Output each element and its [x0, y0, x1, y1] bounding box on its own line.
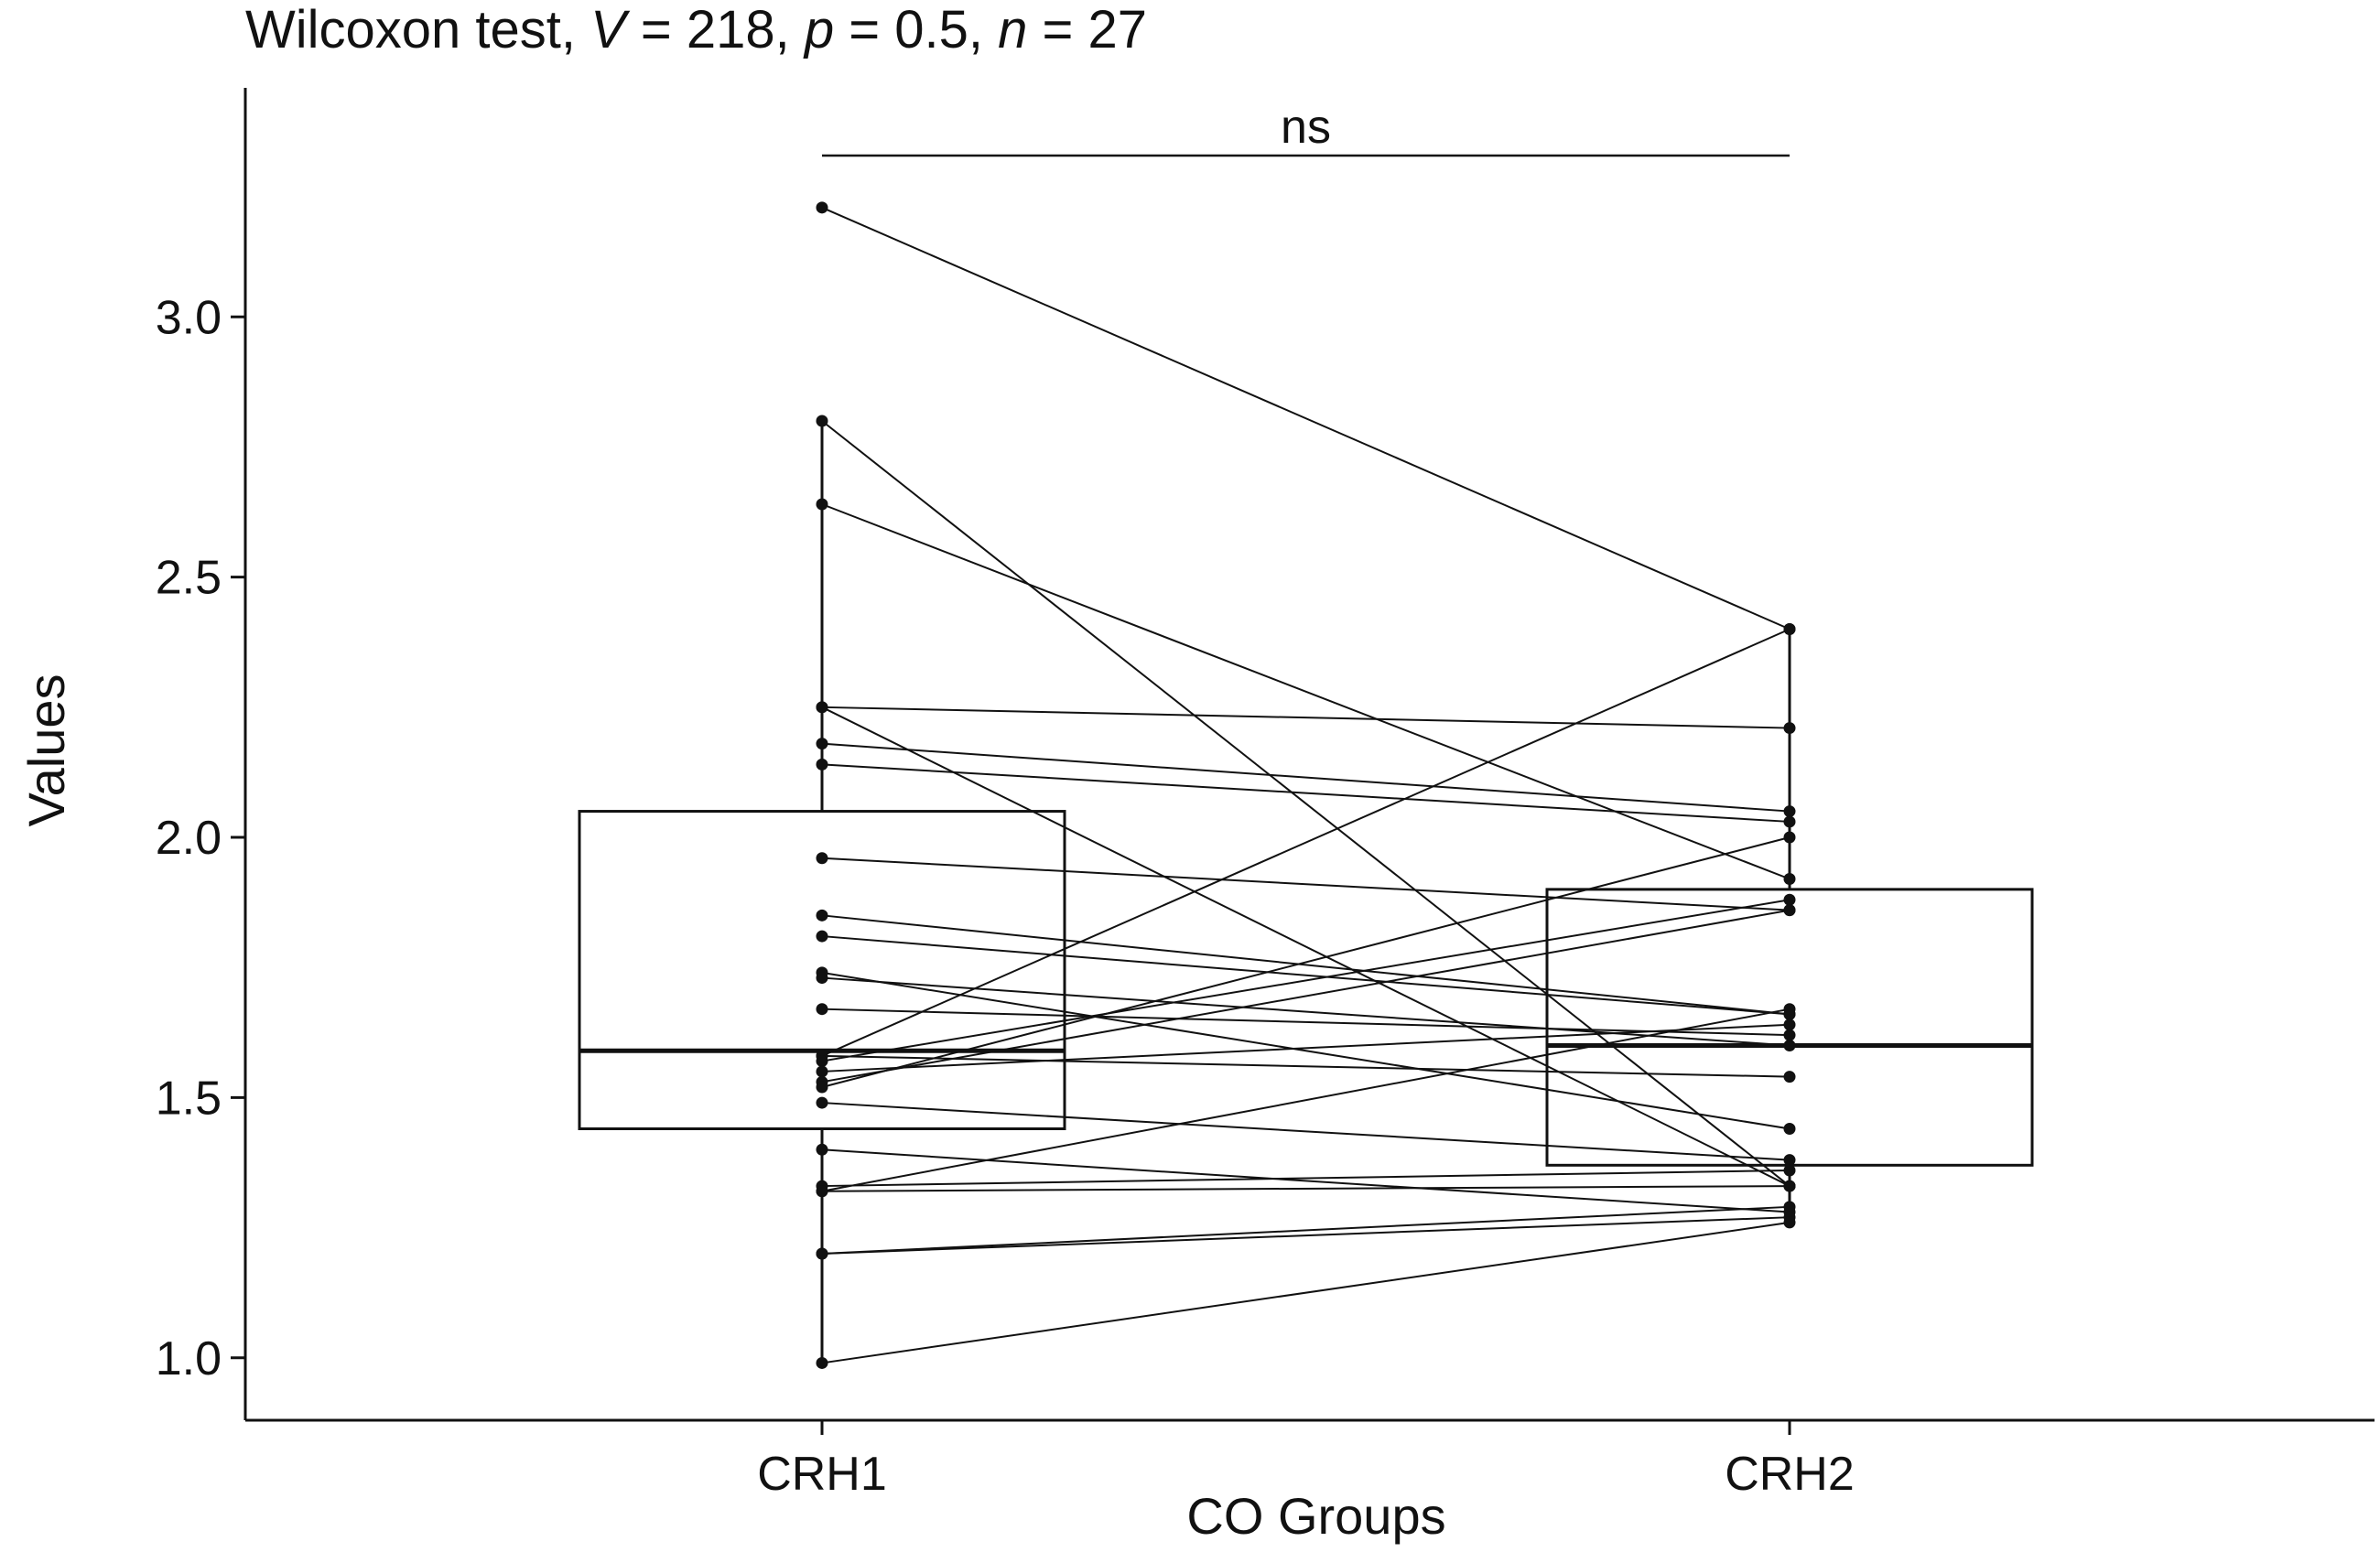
- paired-line: [821, 763, 1790, 823]
- paired-line: [821, 206, 1790, 631]
- point-crh2: [1783, 1123, 1796, 1135]
- significance-layer: ns: [822, 101, 1790, 157]
- title-part: V: [590, 0, 631, 59]
- x-axis-title: CO Groups: [1186, 1487, 1445, 1545]
- paired-line: [821, 1023, 1790, 1073]
- point-crh1: [816, 701, 828, 714]
- x-tick-label: CRH1: [757, 1448, 887, 1501]
- title-part: = 0.5,: [834, 0, 998, 59]
- point-crh1: [816, 930, 828, 943]
- point-crh2: [1783, 815, 1796, 828]
- point-crh1: [816, 1055, 828, 1068]
- paired-line: [821, 503, 1790, 880]
- y-tick-label: 1.0: [156, 1332, 222, 1385]
- paired-line: [821, 706, 1790, 729]
- point-crh2: [1783, 831, 1796, 844]
- paired-lines-layer: [821, 206, 1790, 1364]
- point-crh2: [1783, 1019, 1796, 1031]
- point-crh2: [1783, 873, 1796, 885]
- paired-line: [821, 914, 1790, 1016]
- significance-label: ns: [1281, 101, 1331, 154]
- point-crh1: [816, 1185, 828, 1198]
- points-layer: [816, 201, 1796, 1369]
- point-crh1: [816, 1003, 828, 1016]
- y-tick-label: 3.0: [156, 291, 222, 344]
- chart-title: Wilcoxon test, V = 218, p = 0.5, n = 27: [245, 0, 1147, 59]
- y-tick-label: 1.5: [156, 1072, 222, 1125]
- point-crh1: [816, 909, 828, 922]
- paired-line: [821, 836, 1790, 1088]
- point-crh2: [1783, 722, 1796, 735]
- paired-line: [821, 1216, 1790, 1255]
- point-crh1: [816, 1143, 828, 1156]
- x-tick-label: CRH2: [1725, 1448, 1855, 1501]
- paired-line: [821, 628, 1790, 1057]
- point-crh1: [816, 1096, 828, 1109]
- title-part: = 27: [1027, 0, 1147, 59]
- title-part: n: [998, 0, 1027, 59]
- y-tick-label: 2.0: [156, 812, 222, 865]
- point-crh1: [816, 1081, 828, 1094]
- paired-line: [821, 857, 1790, 911]
- point-crh2: [1783, 1003, 1796, 1016]
- point-crh1: [816, 1247, 828, 1260]
- paired-line: [821, 971, 1790, 1130]
- point-crh2: [1783, 1071, 1796, 1083]
- paired-line: [821, 1008, 1790, 1192]
- point-crh1: [816, 972, 828, 985]
- point-crh2: [1783, 1164, 1796, 1177]
- point-crh1: [816, 738, 828, 750]
- point-crh1: [816, 1356, 828, 1369]
- point-crh2: [1783, 1216, 1796, 1229]
- paired-line: [821, 935, 1790, 1016]
- paired-line: [821, 1008, 1790, 1037]
- paired-line: [821, 1148, 1790, 1213]
- point-crh1: [816, 498, 828, 511]
- axis-ticks-layer: 1.0 1.5 2.0 2.5 3.0 CRH1 CRH2: [156, 291, 1855, 1501]
- point-crh1: [816, 1065, 828, 1078]
- paired-line: [821, 1185, 1790, 1192]
- paired-line: [821, 706, 1790, 1187]
- paired-line: [821, 742, 1790, 813]
- point-crh2: [1783, 1180, 1796, 1192]
- point-crh1: [816, 201, 828, 214]
- paired-line: [821, 909, 1790, 1083]
- point-crh2: [1783, 1201, 1796, 1213]
- point-crh1: [816, 852, 828, 865]
- box-iqr: [578, 810, 1066, 1130]
- title-part: = 218,: [626, 0, 805, 59]
- box-layer: [578, 421, 2034, 1364]
- point-crh2: [1783, 1029, 1796, 1041]
- point-crh2: [1783, 623, 1796, 635]
- paired-line: [821, 1221, 1790, 1364]
- point-crh1: [816, 758, 828, 771]
- paired-line: [821, 1205, 1790, 1255]
- point-crh2: [1783, 893, 1796, 906]
- paired-line: [821, 1054, 1790, 1078]
- point-crh1: [816, 415, 828, 427]
- paired-line: [821, 1170, 1790, 1188]
- paired-line: [821, 976, 1790, 1047]
- point-crh2: [1783, 1040, 1796, 1051]
- paired-line: [821, 899, 1790, 1062]
- point-crh2: [1783, 1154, 1796, 1167]
- paired-line: [821, 420, 1790, 1187]
- paired-line: [821, 1102, 1790, 1161]
- y-axis-title: Values: [17, 674, 75, 826]
- point-crh2: [1783, 904, 1796, 917]
- title-part: p: [803, 0, 834, 59]
- point-crh2: [1783, 805, 1796, 818]
- y-tick-label: 2.5: [156, 552, 222, 605]
- title-part: Wilcoxon test,: [245, 0, 590, 59]
